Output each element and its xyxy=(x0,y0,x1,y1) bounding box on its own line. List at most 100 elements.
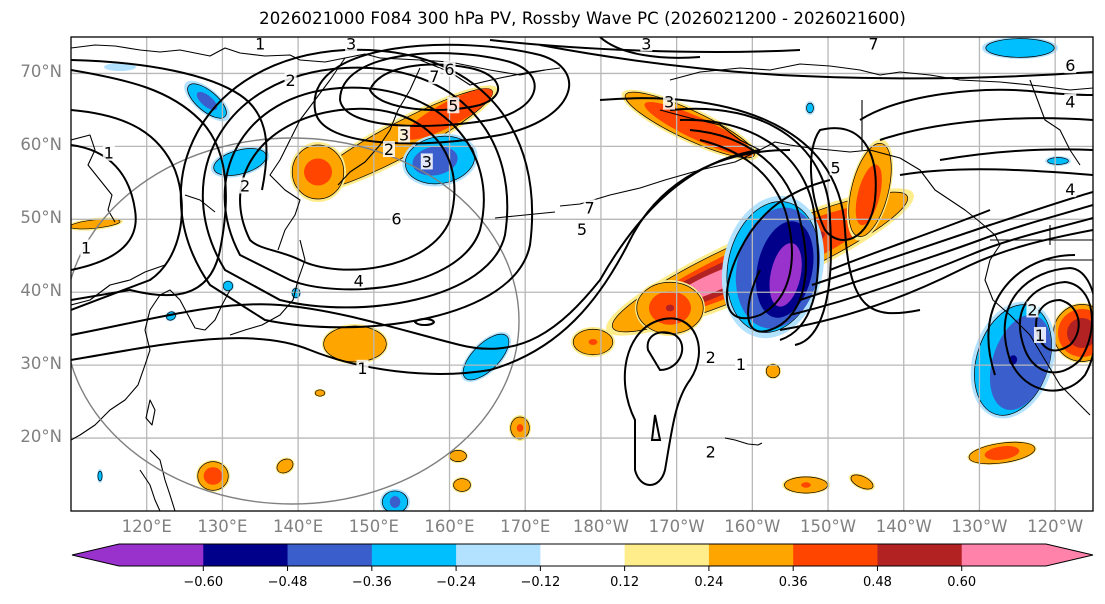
coastline xyxy=(71,44,546,76)
coastline xyxy=(139,469,161,511)
contour-label: 1 xyxy=(1035,326,1045,345)
contour-label: 3 xyxy=(346,34,356,53)
pv-contour-line xyxy=(1019,280,1093,374)
colorbar-tick-label: −0.48 xyxy=(267,575,308,590)
contour-label-bg xyxy=(1064,93,1077,110)
negative-anomaly-canada xyxy=(1045,156,1071,166)
positive-anomaly-east-pacific xyxy=(967,441,1037,465)
contour-label: 2 xyxy=(706,443,716,462)
contour-label: 2 xyxy=(706,348,716,367)
contour-label-bg xyxy=(663,93,676,110)
positive-anomaly-west-pacific xyxy=(322,324,388,364)
coastline xyxy=(184,194,216,213)
pv-contour-line xyxy=(223,86,485,291)
coastline xyxy=(269,57,346,251)
gridlines xyxy=(71,37,1093,511)
negative-anomaly-arctic xyxy=(982,37,1058,59)
negative-anomaly-siberia xyxy=(184,80,230,122)
contour-label-bg xyxy=(390,210,403,227)
colorbar-segment xyxy=(961,544,1047,566)
contour-label: 2 xyxy=(384,140,394,159)
pv-contour-line xyxy=(71,69,227,301)
coastline xyxy=(149,449,176,511)
contour-label: 5 xyxy=(577,220,587,239)
negative-anomaly-north-level xyxy=(104,63,136,71)
contour-label: 3 xyxy=(399,125,409,144)
contour-label-bg xyxy=(829,159,842,176)
colorbar-tick-label: 0.24 xyxy=(694,575,724,590)
contour-label: 1 xyxy=(736,355,746,374)
contour-label: 5 xyxy=(831,158,841,177)
map-frame xyxy=(70,36,1094,512)
pv-contour-line xyxy=(939,148,1093,161)
colorbar-segment xyxy=(119,544,204,566)
contour-label-bg xyxy=(420,153,433,170)
contour-label-bg xyxy=(1064,181,1077,198)
pv-contour-line xyxy=(810,127,877,241)
colorbar-outline xyxy=(71,543,1094,567)
colorbar-tick-label: 0.12 xyxy=(610,575,640,590)
contour-label: 1 xyxy=(357,359,367,378)
positive-anomaly-sakhalin-level xyxy=(304,158,332,186)
latitude-tick-label: 30°N xyxy=(20,354,62,374)
contour-label: 4 xyxy=(1065,93,1075,112)
contour-label: 3 xyxy=(641,34,651,53)
longitude-tick-label: 180°W xyxy=(572,517,629,536)
contour-label: 1 xyxy=(104,144,114,163)
coastline xyxy=(71,134,116,223)
positive-anomaly-west-pacific-level xyxy=(323,325,387,363)
pv-contour-line xyxy=(679,118,820,341)
negative-anomaly-bering xyxy=(805,101,815,115)
contour-label: 5 xyxy=(448,96,458,115)
contour-label: 3 xyxy=(422,152,432,171)
latitude-tick-label: 40°N xyxy=(20,281,62,301)
positive-anomaly-small-3-level xyxy=(314,389,326,397)
colorbar-segment xyxy=(877,544,963,566)
colorbar-segment xyxy=(456,544,541,566)
latitude-tick-label: 20°N xyxy=(20,427,62,447)
colorbar-tick-label: −0.12 xyxy=(520,575,561,590)
coastline xyxy=(145,399,156,426)
coastline xyxy=(724,437,763,446)
pv-contour-line xyxy=(1003,266,1093,392)
pv-contour-line xyxy=(879,117,1093,141)
positive-anomaly-south-4 xyxy=(448,449,468,463)
positive-anomaly-dateline-level xyxy=(588,339,598,345)
colorbar-tick-label: 0.48 xyxy=(862,575,892,590)
positive-anomaly-small-3 xyxy=(314,389,326,397)
pv-contour-line xyxy=(859,88,1093,121)
colorbar-segment xyxy=(624,544,710,566)
positive-anomaly-aleutians-level xyxy=(644,101,754,157)
negative-anomaly-small-1 xyxy=(222,280,234,292)
contour-label-bg xyxy=(447,97,460,114)
negative-anomaly-okhotsk xyxy=(210,146,270,178)
longitude-tick-label: 140°W xyxy=(875,517,932,536)
negative-anomaly-small-4 xyxy=(97,469,103,483)
contour-label-bg xyxy=(734,356,747,373)
coastline xyxy=(1029,79,1081,166)
pv-contour-line xyxy=(413,318,436,326)
contour-label-bg xyxy=(284,71,297,88)
positive-anomaly-small-1-level xyxy=(516,424,524,432)
contour-label: 7 xyxy=(868,34,878,53)
pv-contour-line xyxy=(1035,298,1080,352)
pv-contour-line xyxy=(779,229,1093,331)
colorbar-tick-label: 0.36 xyxy=(778,575,808,590)
coastline xyxy=(71,289,231,441)
contour-label-bg xyxy=(583,199,596,216)
contour-label-bg xyxy=(867,37,880,52)
contour-label-bg xyxy=(704,348,717,365)
positive-anomaly-gulf-alaska xyxy=(846,139,894,241)
longitude-tick-label: 170°E xyxy=(500,517,551,536)
positive-anomaly-philippine-sea xyxy=(196,460,230,492)
colorbar-segment xyxy=(203,544,289,566)
colorbar-segment xyxy=(793,544,878,566)
pv-contour-line xyxy=(71,109,183,311)
positive-anomaly-south-5 xyxy=(452,477,472,493)
contour-label-bg xyxy=(398,126,411,143)
pv-contour-line xyxy=(899,168,1093,176)
coastline xyxy=(337,67,421,186)
positive-anomaly-philippine-sea-level xyxy=(203,467,223,485)
